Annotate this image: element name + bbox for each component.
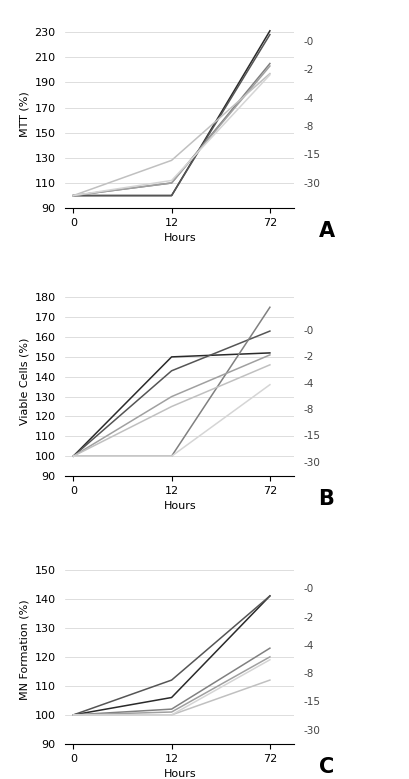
Text: -30: -30 [303,178,321,189]
Text: -15: -15 [303,150,321,160]
X-axis label: Hours: Hours [164,502,196,511]
Text: -0: -0 [303,37,314,47]
Text: -0: -0 [303,584,314,594]
Text: -4: -4 [303,379,314,389]
Text: B: B [319,488,335,509]
Text: -15: -15 [303,697,321,707]
Text: -2: -2 [303,612,314,622]
Text: -8: -8 [303,405,314,415]
Text: -15: -15 [303,432,321,442]
Text: -8: -8 [303,669,314,679]
X-axis label: Hours: Hours [164,769,196,779]
Text: -2: -2 [303,65,314,76]
X-axis label: Hours: Hours [164,234,196,243]
Text: -4: -4 [303,641,314,650]
Y-axis label: MN Formation (%): MN Formation (%) [19,599,29,700]
Text: C: C [319,756,334,777]
Y-axis label: Viable Cells (%): Viable Cells (%) [19,338,29,425]
Text: -0: -0 [303,326,314,336]
Text: -30: -30 [303,458,321,468]
Y-axis label: MTT (%): MTT (%) [19,91,29,136]
Text: -30: -30 [303,726,321,735]
Text: A: A [319,220,335,241]
Text: -4: -4 [303,93,314,104]
Text: -2: -2 [303,352,314,362]
Text: -8: -8 [303,122,314,132]
